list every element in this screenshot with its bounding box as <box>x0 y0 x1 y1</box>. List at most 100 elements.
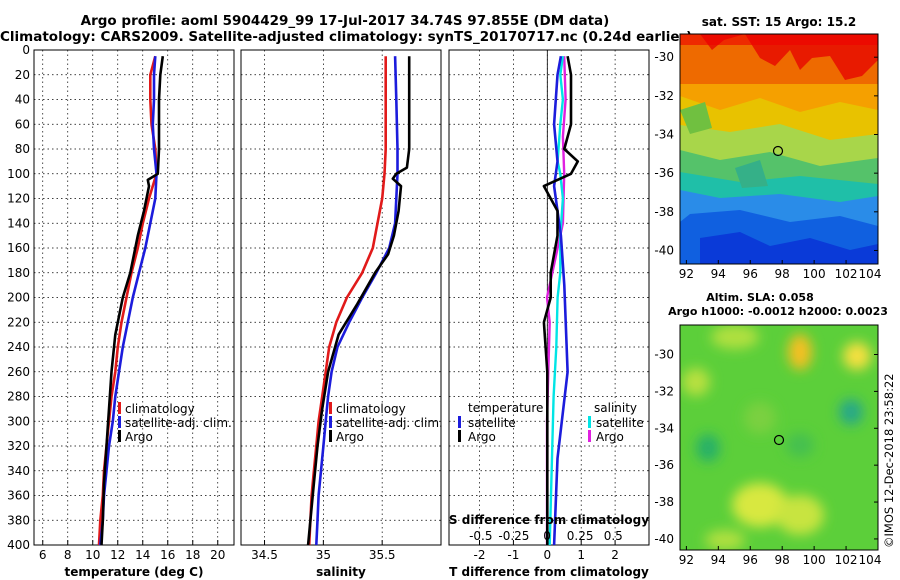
map-lon-label: 104 <box>859 553 882 567</box>
map-lon-label: 94 <box>711 553 726 567</box>
legend-swatch-temp-satellite <box>458 416 461 428</box>
secondary-tick-label: -0.25 <box>498 529 529 543</box>
depth-tick-label: 40 <box>15 93 30 107</box>
x-tick-label: -1 <box>507 548 519 562</box>
legend-swatch-sal-argo <box>588 430 591 442</box>
salinity-legend: climatology satellite-adj. clim. Argo <box>329 402 443 444</box>
map-lon-label: 100 <box>803 267 826 281</box>
x-tick-label: 2 <box>611 548 619 562</box>
map-lat-label: -40 <box>654 243 674 257</box>
depth-tick-label: 160 <box>7 241 30 255</box>
temperature-panel: 6 8 10 12 14 16 18 20 climatology satellite-adj… <box>33 49 235 579</box>
x-tick-label: 34.5 <box>251 548 278 562</box>
depth-tick-label: 300 <box>7 414 30 428</box>
depth-tick-label: 80 <box>15 142 30 156</box>
difference-xlabel: T difference from climatology <box>449 565 649 579</box>
series-line-temperature-argo <box>542 55 580 545</box>
map-lon-label: 92 <box>679 553 694 567</box>
x-tick-label: 10 <box>85 548 100 562</box>
difference-panel: -2 -1 0 1 2 temperature satellite Argo salin… <box>448 49 650 579</box>
depth-tick-label: 120 <box>7 192 30 206</box>
depth-tick-label: 380 <box>7 513 30 527</box>
depth-tick-label: 280 <box>7 390 30 404</box>
altimetry-title: Altim. SLA: 0.058 <box>706 291 813 304</box>
legend-label-sal-argo: Argo <box>596 430 624 444</box>
secondary-ticks: -0.5 -0.25 0 0.25 0.5 <box>469 529 623 543</box>
depth-tick-label: 320 <box>7 439 30 453</box>
legend-swatch-argo <box>329 430 332 442</box>
x-tick-label: 1 <box>577 548 585 562</box>
legend-label-satellite: satellite-adj. clim. <box>125 416 232 430</box>
series-line-argo <box>100 56 165 546</box>
figure-title-line-2: Climatology: CARS2009. Satellite-adjuste… <box>0 29 693 45</box>
legend-label-argo: Argo <box>125 430 153 444</box>
x-tick-label: 0 <box>543 548 551 562</box>
depth-tick-label: 20 <box>15 68 30 82</box>
x-tick-label: 8 <box>64 548 72 562</box>
map-lat-label: -38 <box>654 495 674 509</box>
legend-swatch-satellite <box>118 416 121 428</box>
temperature-xlabel: temperature (deg C) <box>65 565 204 579</box>
map-lat-label: -34 <box>654 421 674 435</box>
map-lat-label: -36 <box>654 458 674 472</box>
depth-tick-label: 140 <box>7 216 30 230</box>
x-tick-label: 18 <box>185 548 200 562</box>
sst-field <box>680 34 878 264</box>
altimetry-argo-location-marker <box>773 434 785 446</box>
series-line-satellite-adj-clim- <box>99 56 158 546</box>
legend-label-satellite: satellite-adj. clim. <box>336 416 443 430</box>
map-lon-label: 98 <box>775 267 790 281</box>
depth-tick-label: 340 <box>7 464 30 478</box>
map-lon-label: 102 <box>835 553 858 567</box>
legend-swatch-sal-satellite <box>588 416 591 428</box>
map-lat-label: -34 <box>654 128 674 142</box>
x-tick-label: 12 <box>110 548 125 562</box>
depth-tick-label: 400 <box>7 538 30 552</box>
map-lat-label: -32 <box>654 89 674 103</box>
map-lat-label: -30 <box>654 50 674 64</box>
secondary-tick-label: 0 <box>543 529 551 543</box>
map-lon-label: 100 <box>803 553 826 567</box>
altimetry-map: Altim. SLA: 0.058 Argo h1000: -0.0012 h2… <box>654 291 888 567</box>
legend-label-climatology: climatology <box>125 402 195 416</box>
depth-tick-label: 100 <box>7 167 30 181</box>
map-lon-label: 104 <box>859 267 882 281</box>
temperature-legend: climatology satellite-adj. clim. Argo <box>118 402 232 444</box>
altimetry-field <box>680 325 878 550</box>
legend-swatch-argo <box>118 430 121 442</box>
legend-label-argo: Argo <box>336 430 364 444</box>
x-tick-label: 35.5 <box>369 548 396 562</box>
map-lat-label: -38 <box>654 205 674 219</box>
map-lat-label: -40 <box>654 532 674 546</box>
depth-tick-label: 60 <box>15 117 30 131</box>
secondary-axis-label: S difference from climatology <box>449 513 649 527</box>
x-tick-label: 6 <box>39 548 47 562</box>
legend-header-salinity: salinity <box>594 401 637 415</box>
legend-swatch-climatology <box>329 402 332 414</box>
map-lat-label: -30 <box>654 348 674 362</box>
credit-stamp: ©IMOS 12-Dec-2018 23:58:22 <box>882 373 896 548</box>
legend-label-climatology: climatology <box>336 402 406 416</box>
depth-tick-label: 240 <box>7 340 30 354</box>
sst-map: sat. SST: 15 Argo: 15.2 92 94 96 98 100 102 10… <box>654 15 881 281</box>
depth-tick-label: 260 <box>7 365 30 379</box>
legend-label-temp-argo: Argo <box>468 430 496 444</box>
legend-swatch-satellite <box>329 416 332 428</box>
secondary-tick-label: -0.5 <box>469 529 492 543</box>
map-lat-label: -36 <box>654 166 674 180</box>
depth-tick-label: 0 <box>22 43 30 57</box>
depth-tick-label: 220 <box>7 315 30 329</box>
map-lat-label: -32 <box>654 384 674 398</box>
legend-header-temperature: temperature <box>468 401 543 415</box>
sst-argo-location-marker <box>772 145 784 157</box>
x-tick-label: 16 <box>160 548 175 562</box>
map-lon-label: 96 <box>743 553 758 567</box>
depth-tick-label: 200 <box>7 291 30 305</box>
legend-swatch-temp-argo <box>458 430 461 442</box>
secondary-tick-label: 0.5 <box>604 529 623 543</box>
depth-axis: 0 20 40 60 80 100 120 140 160 180 200 220 240 260 280 3… <box>7 43 30 552</box>
salinity-xlabel: salinity <box>316 565 366 579</box>
map-lon-label: 102 <box>835 267 858 281</box>
map-lon-label: 98 <box>775 553 790 567</box>
